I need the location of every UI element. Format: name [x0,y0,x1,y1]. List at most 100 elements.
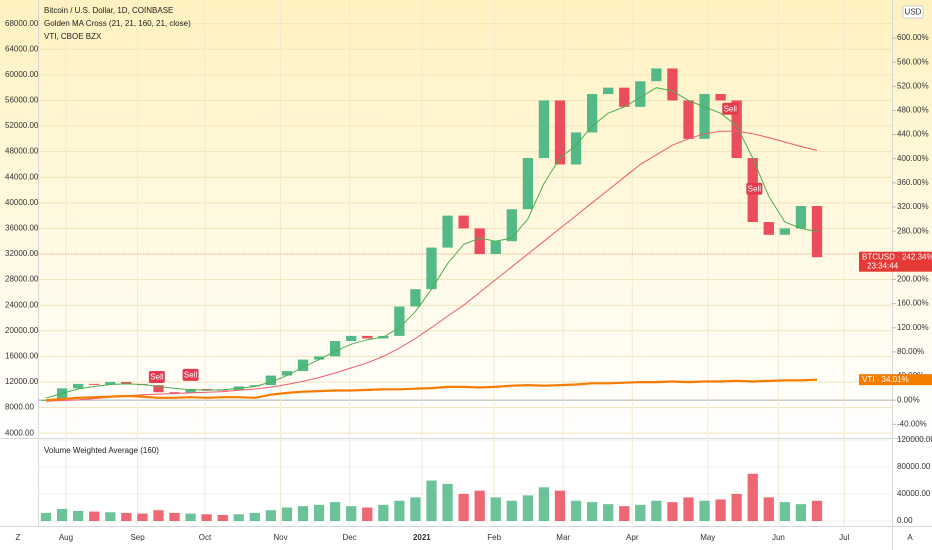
volume-bar [378,504,389,522]
volume-bar [667,502,678,522]
volume-bar [89,511,100,522]
y2-tick-label: 200.00% [897,275,929,284]
candle [56,388,68,400]
candle [779,228,790,235]
candle [329,341,341,357]
y-tick-label: 16000.00 [5,351,39,360]
candle [506,209,517,242]
y2-tick-label: 160.00% [897,299,929,308]
volume-tick-label: 0.00 [897,516,913,525]
y2-tick-label: 280.00% [897,226,929,235]
volume-bar [683,497,694,522]
candle [715,94,726,101]
volume-bar [811,500,823,522]
marks [40,68,823,522]
candle [522,158,534,210]
price-tag-label: VTI · 34.01% [862,375,909,384]
x-tick-label: Nov [273,533,287,542]
y-tick-label: 36000.00 [5,224,39,233]
y-tick-label: 56000.00 [5,96,39,105]
line-series [45,378,818,402]
volume-bar [554,490,566,522]
volume-bar [169,512,180,522]
x-tick-label: May [700,533,715,542]
y2-tick-label: 120.00% [897,323,929,332]
volume-bar [56,508,68,522]
y-tick-label: 68000.00 [5,19,39,28]
y2-tick-label: 80.00% [897,347,924,356]
y-tick-label: 28000.00 [5,275,39,284]
volume-bar [763,497,774,522]
volume-bar [795,504,807,522]
volume-bar [40,512,52,522]
candle [346,335,357,342]
compare-title: VTI, CBOE BZX [44,32,102,41]
candle [297,359,309,372]
y2-tick-label: 0.00% [897,395,920,404]
y2-tick-label: 360.00% [897,178,929,187]
candle [265,375,277,386]
candle [426,247,437,290]
candle [795,206,807,229]
x-tick-label: Oct [199,533,212,542]
y-tick-label: 12000.00 [5,377,39,386]
zoom-button[interactable]: Z [16,533,21,542]
volume-bar [651,500,662,522]
candle [458,215,469,229]
y-tick-label: 8000.00 [5,403,34,412]
line-series [45,87,818,399]
volume-bar [362,507,373,522]
volume-bar [635,504,646,522]
volume-bar [329,502,341,522]
volume-bar [619,506,630,522]
volume-bar [137,513,148,522]
volume-bar [105,512,116,522]
price-tag [859,374,932,386]
candle [683,100,694,139]
volume-bar [538,487,550,522]
price-tag-time: 23:34:44 [867,261,899,270]
x-tick-label: Apr [626,533,639,542]
currency[interactable]: USD [905,8,922,17]
candle [635,81,646,107]
volume-bar [346,506,357,522]
y-tick-label: 20000.00 [5,326,39,335]
y-tick-label: 48000.00 [5,147,39,156]
candle [490,241,501,255]
candle [73,383,84,389]
y-tick-label: 32000.00 [5,249,39,258]
volume-bar [522,495,534,522]
x-tick-label: Mar [556,533,570,542]
candle [603,87,614,95]
candle [667,68,678,101]
currency-box[interactable] [902,5,924,19]
sell-signal [182,368,199,381]
grid [38,0,892,525]
candle [89,383,100,385]
volume-bar [506,500,517,522]
candle [554,100,566,165]
y-tick-label: 60000.00 [5,70,39,79]
x-tick-label: 2021 [413,533,431,542]
candle [121,381,132,384]
price-tag [859,251,932,272]
price-tag-label: BTCUSD · 242.34% [862,252,932,261]
y-tick-label: 40000.00 [5,198,39,207]
y2-tick-label: 320.00% [897,202,929,211]
sell-label: Sell [724,104,738,113]
volume-bar [699,500,710,522]
y-tick-label: 24000.00 [5,300,39,309]
x-tick-label: Jun [772,533,785,542]
x-tick-label: Dec [342,533,356,542]
volume-bar [426,480,437,522]
volume-bar [217,514,228,522]
y2-tick-label: 480.00% [897,106,929,115]
auto-button[interactable]: A [907,533,913,542]
y2-tick-label: 560.00% [897,57,929,66]
candle [731,100,742,159]
y-tick-label: 64000.00 [5,44,39,53]
volume-title: Volume Weighted Average (160) [44,446,159,455]
candle [105,381,116,385]
sell-signal [148,370,165,383]
